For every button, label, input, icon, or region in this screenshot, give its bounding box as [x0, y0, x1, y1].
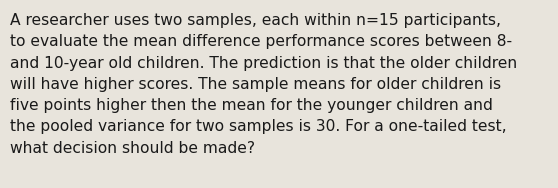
Text: A researcher uses two samples, each within n=15 participants,
to evaluate the me: A researcher uses two samples, each with…	[10, 13, 517, 156]
